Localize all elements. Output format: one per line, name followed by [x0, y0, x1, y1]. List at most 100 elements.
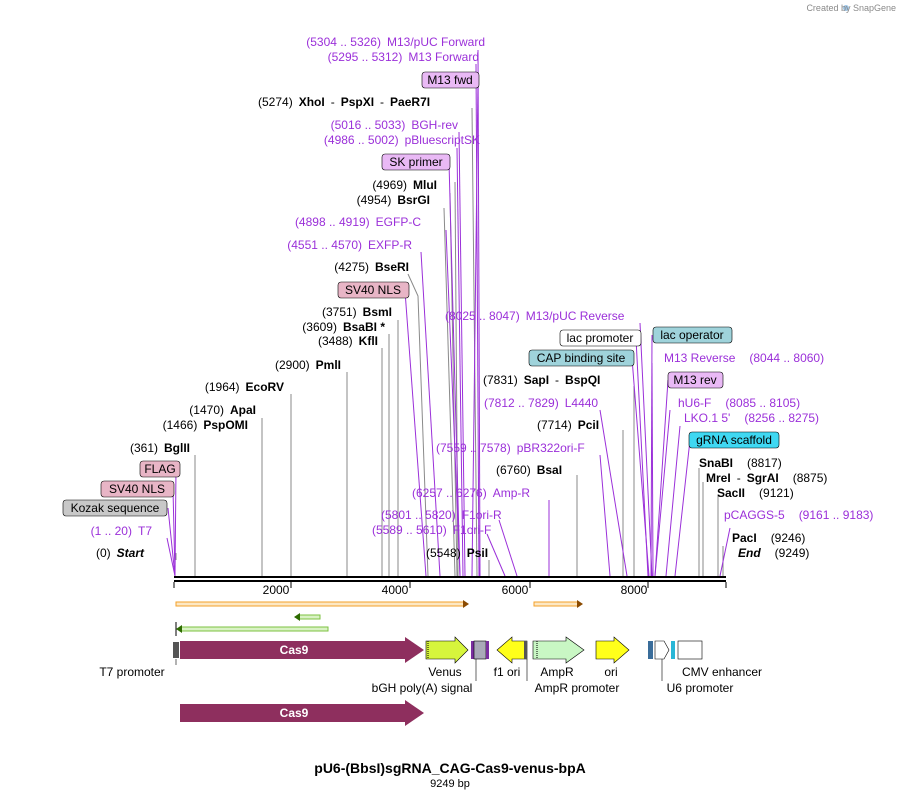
- tick-4000: 4000: [382, 583, 409, 597]
- f1-ori-feature[interactable]: [496, 636, 528, 664]
- bgh-label: bGH poly(A) signal: [372, 681, 473, 695]
- site-label-f1ori-f[interactable]: (5589 .. 5610) F1ori-F: [372, 523, 491, 537]
- cmv-enhancer-block[interactable]: [677, 640, 703, 660]
- site-label-kfli[interactable]: (3488) KflI: [318, 334, 378, 348]
- site-label-start[interactable]: (0) Start: [96, 546, 145, 560]
- orf-arrow-reverse-short[interactable]: [294, 613, 321, 621]
- site-label-pbluescriptsk[interactable]: (4986 .. 5002) pBluescriptSK: [324, 133, 480, 147]
- site-label-m13puc-fwd[interactable]: (5304 .. 5326) M13/pUC Forward: [306, 35, 485, 49]
- grna-scaffold-block[interactable]: [671, 641, 675, 659]
- box-lac-operator[interactable]: lac operator: [652, 326, 733, 344]
- site-label-paci[interactable]: PacI (9246): [732, 531, 805, 545]
- feature-leader-lines: [166, 49, 731, 577]
- ori-label: ori: [604, 665, 617, 679]
- site-label-mlui[interactable]: (4969) MluI: [372, 178, 437, 192]
- svg-text:gRNA scaffold: gRNA scaffold: [696, 433, 772, 447]
- site-label-apai[interactable]: (1470) ApaI: [189, 403, 256, 417]
- site-label-f1ori-r[interactable]: (5801 .. 5820) F1ori-R: [381, 508, 502, 522]
- site-label-sacii[interactable]: SacII (9121): [717, 486, 794, 500]
- site-label-pbr322[interactable]: (7559 .. 7578) pBR322ori-F: [436, 441, 585, 455]
- site-label-ecorv[interactable]: (1964) EcoRV: [205, 380, 284, 394]
- cas9-feature[interactable]: Cas9: [180, 637, 424, 663]
- box-flag[interactable]: FLAG: [139, 460, 181, 478]
- site-label-pspomi[interactable]: (1466) PspOMI: [163, 418, 248, 432]
- box-lac-promoter[interactable]: lac promoter: [559, 329, 642, 347]
- site-label-m13-fwd[interactable]: (5295 .. 5312) M13 Forward: [328, 50, 479, 64]
- snapgene-credit[interactable]: Created by SnapGene: [806, 3, 896, 13]
- ruler-ticks: [173, 582, 727, 588]
- ampr-label: AmpR: [540, 665, 574, 679]
- site-label-sapi[interactable]: (7831) SapI - BspQI: [483, 373, 600, 387]
- box-kozak[interactable]: Kozak sequence: [62, 499, 168, 517]
- site-label-m13puc-rev[interactable]: (8025 .. 8047) M13/pUC Reverse: [445, 309, 625, 323]
- f1ori-start-block[interactable]: [486, 641, 489, 659]
- site-label-bsabi[interactable]: (3609) BsaBI *: [302, 320, 385, 334]
- site-label-pmli[interactable]: (2900) PmlI: [275, 358, 341, 372]
- site-label-end[interactable]: End (9249): [738, 546, 809, 560]
- credit-text: Created by SnapGene: [806, 3, 896, 13]
- svg-text:lac operator: lac operator: [660, 328, 723, 342]
- box-m13-fwd[interactable]: M13 fwd: [421, 71, 480, 89]
- ampr-feature[interactable]: [532, 636, 585, 664]
- site-label-lko15[interactable]: LKO.1 5' (8256 .. 8275): [684, 411, 819, 425]
- box-sk-primer[interactable]: SK primer: [381, 153, 451, 171]
- site-label-bgh-rev[interactable]: (5016 .. 5033) BGH-rev: [331, 118, 458, 132]
- ori-feature[interactable]: [595, 636, 630, 664]
- u6-promoter-feature[interactable]: [654, 640, 670, 660]
- site-label-amp-r[interactable]: (6257 .. 6276) Amp-R: [412, 486, 530, 500]
- lac-block[interactable]: [648, 641, 653, 659]
- svg-text:SV40 NLS: SV40 NLS: [345, 283, 401, 297]
- site-label-xhoi[interactable]: (5274) XhoI - PspXI - PaeR7I: [258, 95, 430, 109]
- site-label-bseri[interactable]: (4275) BseRI: [334, 260, 409, 274]
- f1-ori-label: f1 ori: [494, 665, 521, 679]
- site-label-pcii[interactable]: (7714) PciI: [537, 418, 599, 432]
- site-label-l4440[interactable]: (7812 .. 7829) L4440: [484, 396, 598, 410]
- orf-arrow-forward-long[interactable]: [175, 600, 469, 608]
- box-sv40-nls-2[interactable]: SV40 NLS: [100, 480, 175, 498]
- tick-8000: 8000: [621, 583, 648, 597]
- sequence-backbone: 2000 4000 6000 8000: [173, 576, 727, 597]
- u6-promoter-label: U6 promoter: [667, 681, 734, 695]
- site-label-m13-rev[interactable]: M13 Reverse (8044 .. 8060): [664, 351, 824, 365]
- box-cap-binding-site[interactable]: CAP binding site: [528, 349, 635, 367]
- site-label-t7[interactable]: (1 .. 20) T7: [91, 524, 153, 538]
- site-label-bglii[interactable]: (361) BglII: [130, 441, 190, 455]
- svg-text:M13 rev: M13 rev: [673, 373, 716, 387]
- site-label-exfp-r[interactable]: (4551 .. 4570) EXFP-R: [287, 238, 412, 252]
- svg-text:CAP binding site: CAP binding site: [537, 351, 626, 365]
- site-label-mrei[interactable]: MreI - SgrAI (8875): [706, 471, 827, 485]
- orf-arrows: [175, 600, 583, 636]
- box-sv40-nls-1[interactable]: SV40 NLS: [337, 281, 410, 299]
- svg-text:Kozak sequence: Kozak sequence: [71, 501, 160, 515]
- site-label-hu6-f[interactable]: hU6-F (8085 .. 8105): [678, 396, 800, 410]
- svg-text:lac promoter: lac promoter: [567, 331, 634, 345]
- svg-text:SV40 NLS: SV40 NLS: [109, 482, 165, 496]
- tick-6000: 6000: [502, 583, 529, 597]
- cas9-translation[interactable]: Cas9: [180, 700, 424, 726]
- snapgene-logo-icon: [843, 5, 849, 11]
- t7-promoter-label: T7 promoter: [99, 665, 164, 679]
- site-label-bsrgi[interactable]: (4954) BsrGI: [357, 193, 430, 207]
- svg-text:SK primer: SK primer: [389, 155, 442, 169]
- site-label-bsmi[interactable]: (3751) BsmI: [322, 305, 392, 319]
- site-labels: (5304 .. 5326) M13/pUC Forward (5295 .. 5…: [91, 35, 874, 560]
- venus-feature[interactable]: [425, 636, 469, 664]
- bgh-polya-block[interactable]: [471, 641, 474, 659]
- svg-text:Cas9: Cas9: [280, 643, 309, 657]
- site-label-snabi[interactable]: SnaBI (8817): [699, 456, 782, 470]
- box-m13-rev[interactable]: M13 rev: [667, 371, 724, 389]
- t7-promoter-block[interactable]: [173, 642, 179, 658]
- box-leader-lines: [167, 79, 691, 577]
- site-label-psii[interactable]: (5548) PsiI: [426, 546, 488, 560]
- orf-arrow-forward-short[interactable]: [533, 600, 583, 608]
- site-label-bsai[interactable]: (6760) BsaI: [496, 463, 562, 477]
- site-label-pcaggs5[interactable]: pCAGGS-5 (9161 .. 9183): [724, 508, 873, 522]
- feature-track: Cas9 T7 promoter Venus bGH pol: [99, 636, 762, 695]
- site-label-egfp-c[interactable]: (4898 .. 4919) EGFP-C: [295, 215, 421, 229]
- bgh-polya-grey[interactable]: [473, 640, 487, 660]
- box-grna-scaffold[interactable]: gRNA scaffold: [688, 431, 780, 449]
- tick-2000: 2000: [263, 583, 290, 597]
- orf-arrow-reverse-long[interactable]: [175, 622, 329, 636]
- cmv-enhancer-label: CMV enhancer: [682, 665, 762, 679]
